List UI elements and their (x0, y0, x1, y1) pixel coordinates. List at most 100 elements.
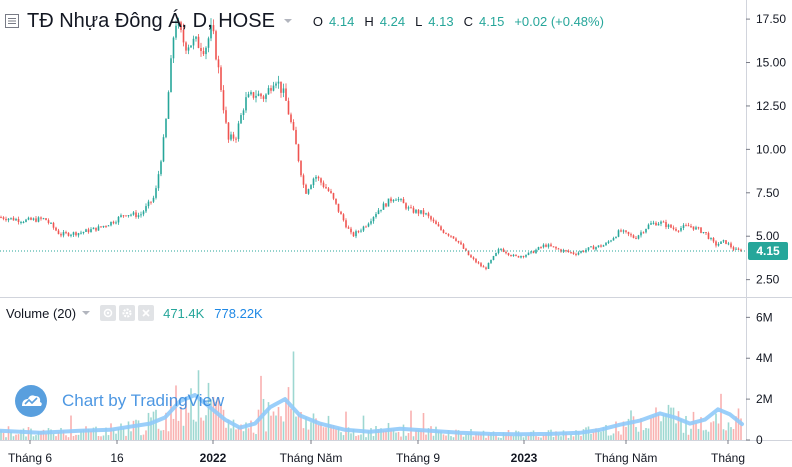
volume-bar (142, 434, 145, 440)
candle-body (485, 267, 487, 269)
candle-body (512, 254, 515, 257)
candle-body (550, 244, 552, 247)
eye-icon[interactable] (100, 305, 117, 321)
candle-body (225, 110, 227, 123)
candle-body (507, 253, 510, 256)
candle-body (725, 240, 727, 244)
volume-bar (735, 416, 737, 440)
candle-body (75, 232, 77, 236)
candle-body (587, 247, 590, 250)
candle-body (57, 230, 60, 235)
candle-body (110, 221, 112, 226)
candle-body (35, 218, 37, 222)
volume-bar (667, 404, 670, 440)
candle-body (247, 94, 250, 98)
time-tick-label: 2022 (200, 451, 227, 465)
volume-bar (172, 418, 175, 440)
symbol-title[interactable]: TĐ Nhựa Đông Á, D, HOSE (27, 9, 275, 32)
candle-body (237, 123, 240, 140)
close-icon[interactable] (138, 305, 155, 321)
candle-body (582, 251, 585, 253)
volume-bar (107, 435, 110, 440)
volume-bar (150, 417, 152, 440)
volume-bar (227, 419, 230, 440)
volume-bar (117, 428, 120, 440)
candle-body (400, 199, 402, 201)
change-value: +0.02 (+0.48%) (514, 13, 604, 29)
volume-bar (385, 430, 387, 440)
volume-bar (300, 412, 302, 440)
candle-body (410, 207, 412, 209)
volume-bar (537, 436, 540, 440)
candle-body (475, 258, 477, 263)
volume-bar (325, 427, 327, 440)
chevron-down-icon[interactable] (80, 307, 92, 319)
volume-bar (92, 427, 95, 440)
volume-bar (252, 432, 255, 440)
volume-bar (177, 420, 180, 440)
volume-bar (377, 429, 380, 440)
price-tick-label: 5.00 (756, 229, 780, 243)
volume-bar (335, 428, 337, 440)
candle-body (552, 246, 555, 248)
candle-body (557, 248, 560, 250)
open-label: O (312, 13, 324, 29)
candle-body (165, 118, 167, 138)
price-tick-label: 10.00 (756, 142, 786, 156)
volume-bar (210, 399, 212, 440)
volume-title[interactable]: Volume (20) (6, 305, 77, 321)
candle-body (127, 215, 130, 217)
candle-body (102, 225, 105, 228)
candle-body (447, 233, 450, 236)
volume-bar (410, 410, 412, 440)
candle-body (482, 266, 485, 268)
candle-body (595, 247, 597, 250)
volume-bar (87, 428, 90, 440)
chevron-down-icon[interactable] (281, 14, 295, 28)
candle-body (575, 253, 577, 255)
volume-bar (535, 436, 537, 440)
candle-body (310, 185, 312, 190)
volume-bar (457, 430, 460, 440)
volume-bar (345, 411, 347, 440)
tradingview-watermark[interactable]: Chart by TradingView (14, 384, 224, 418)
volume-bar (362, 415, 365, 440)
candle-body (242, 110, 245, 116)
volume-bar (332, 425, 335, 440)
volume-bar (297, 414, 300, 440)
volume-bar (740, 418, 742, 440)
candle-body (465, 248, 467, 251)
candle-body (15, 219, 17, 221)
candle-body (210, 25, 212, 39)
volume-bar (115, 433, 117, 440)
candle-body (347, 227, 350, 229)
candle-body (735, 248, 737, 250)
volume-bar (370, 428, 372, 440)
volume-bar (690, 428, 692, 440)
candle-body (27, 217, 30, 220)
high-value: 4.24 (379, 13, 406, 29)
volume-bar (655, 407, 657, 440)
candle-body (365, 226, 367, 228)
menu-icon[interactable] (4, 13, 20, 29)
candle-body (340, 211, 342, 215)
candle-body (640, 232, 642, 236)
candle-body (490, 259, 492, 263)
volume-bar (202, 420, 205, 440)
candle-body (417, 209, 420, 214)
candle-body (405, 203, 407, 209)
symbol-legend: TĐ Nhựa Đông Á, D, HOSE O 4.14 H 4.24 L … (4, 8, 604, 34)
volume-bar (57, 432, 60, 440)
volume-bar (287, 387, 290, 440)
volume-bar (397, 431, 400, 440)
time-tick-label: Tháng Năm (280, 451, 343, 465)
volume-bar (625, 426, 627, 440)
volume-bar (435, 426, 437, 440)
candle-body (315, 176, 317, 179)
gear-icon[interactable] (119, 305, 136, 321)
volume-bar (565, 432, 567, 440)
volume-bar (440, 431, 442, 440)
volume-bars-group (0, 351, 742, 440)
candle-body (22, 221, 25, 223)
